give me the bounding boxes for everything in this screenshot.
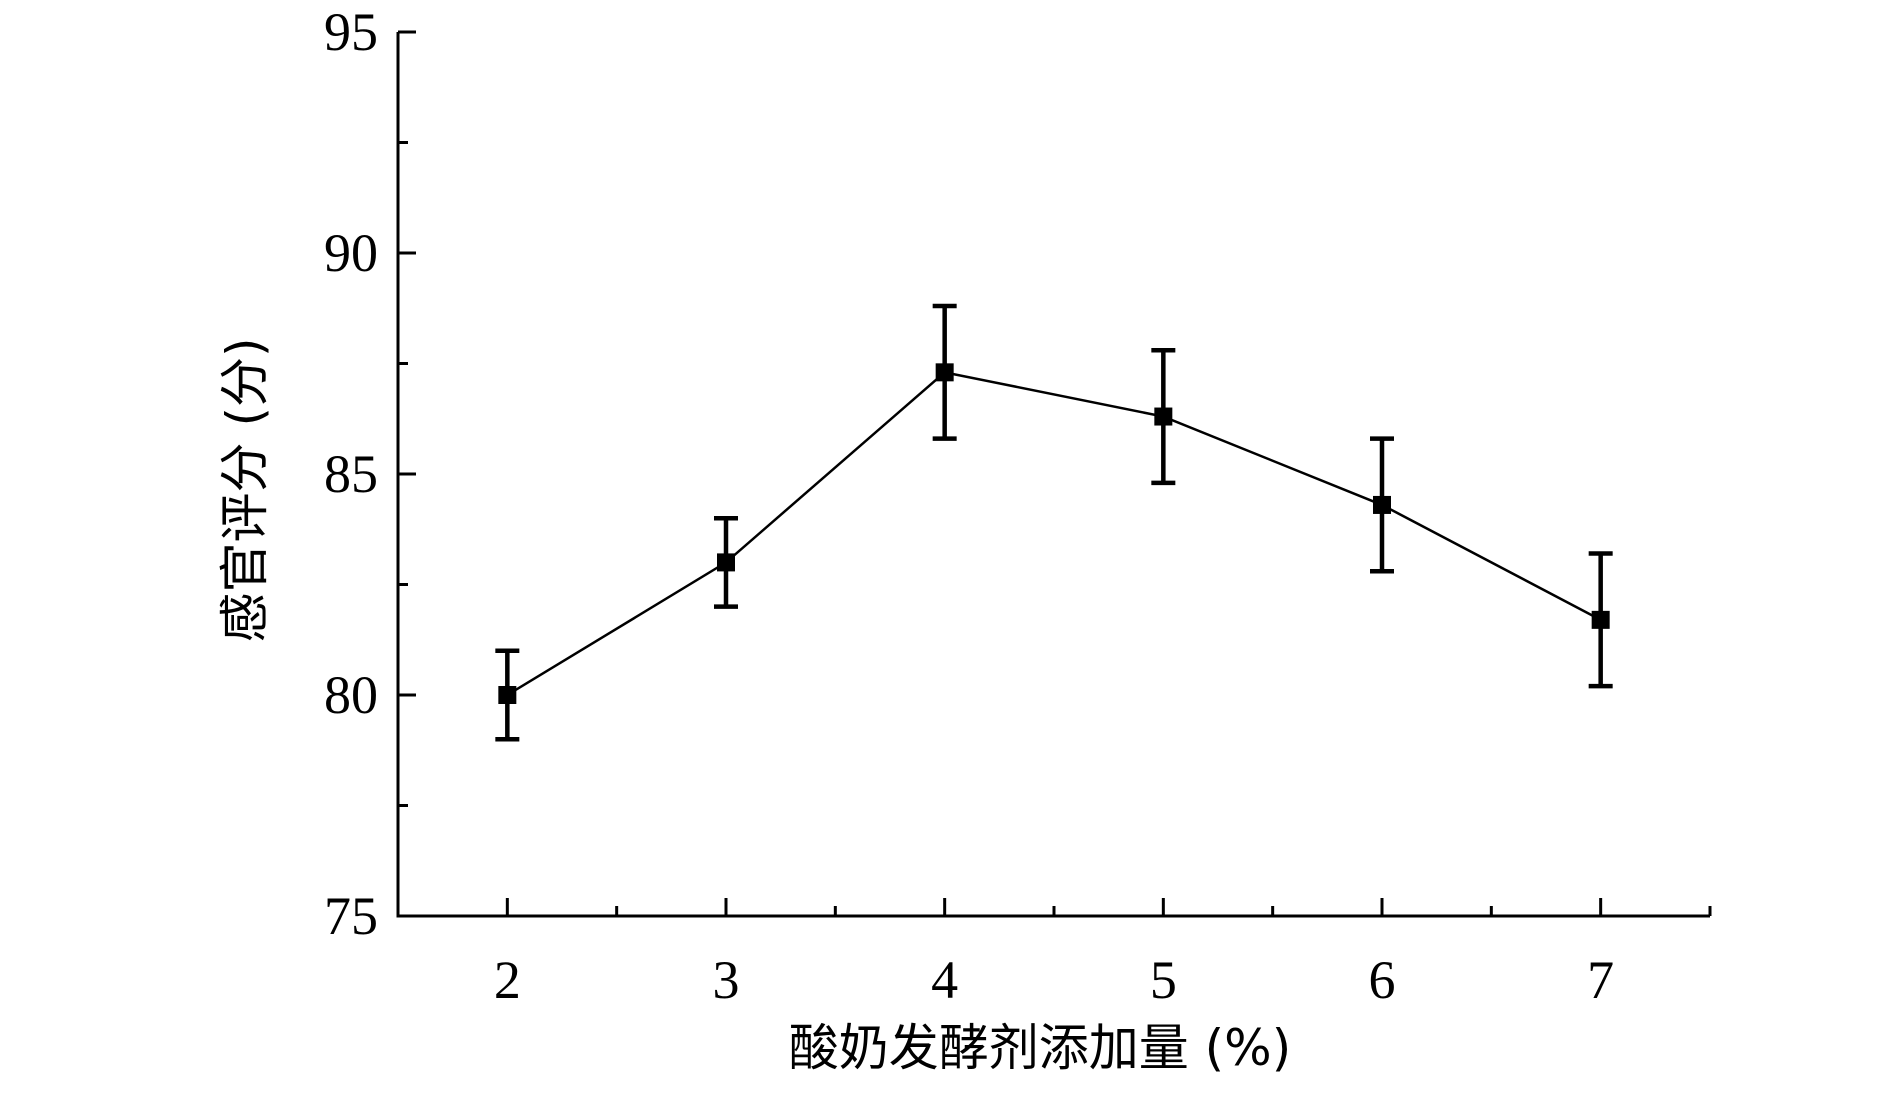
- series-line: [506, 370, 1602, 697]
- x-axis-title: 酸奶发酵剂添加量 (%): [789, 1019, 1291, 1077]
- y-tick-label: 80: [324, 665, 378, 725]
- data-point: [498, 686, 517, 704]
- y-tick-label: 95: [324, 2, 378, 62]
- x-tick-label: 4: [931, 950, 958, 1010]
- y-ticks: 75 80 85 90 95: [324, 2, 416, 946]
- data-point: [717, 553, 735, 572]
- data-point: [935, 363, 954, 382]
- series: [495, 303, 1613, 742]
- x-tick-label: 2: [494, 950, 521, 1010]
- data-point: [1154, 407, 1173, 426]
- y-tick-label: 85: [324, 444, 378, 504]
- x-tick-label: 3: [713, 950, 740, 1010]
- axes: [396, 32, 1710, 918]
- y-axis-title: 感官评分 (分): [216, 338, 274, 643]
- x-ticks: 2 3 4 5 6 7: [396, 898, 1712, 1010]
- x-tick-label: 6: [1369, 950, 1396, 1010]
- x-tick-label: 7: [1587, 950, 1614, 1010]
- y-tick-label: 90: [324, 223, 378, 283]
- y-tick-label: 75: [324, 886, 378, 946]
- data-point: [1591, 610, 1610, 629]
- x-tick-label: 5: [1150, 950, 1177, 1010]
- data-point: [1373, 495, 1391, 514]
